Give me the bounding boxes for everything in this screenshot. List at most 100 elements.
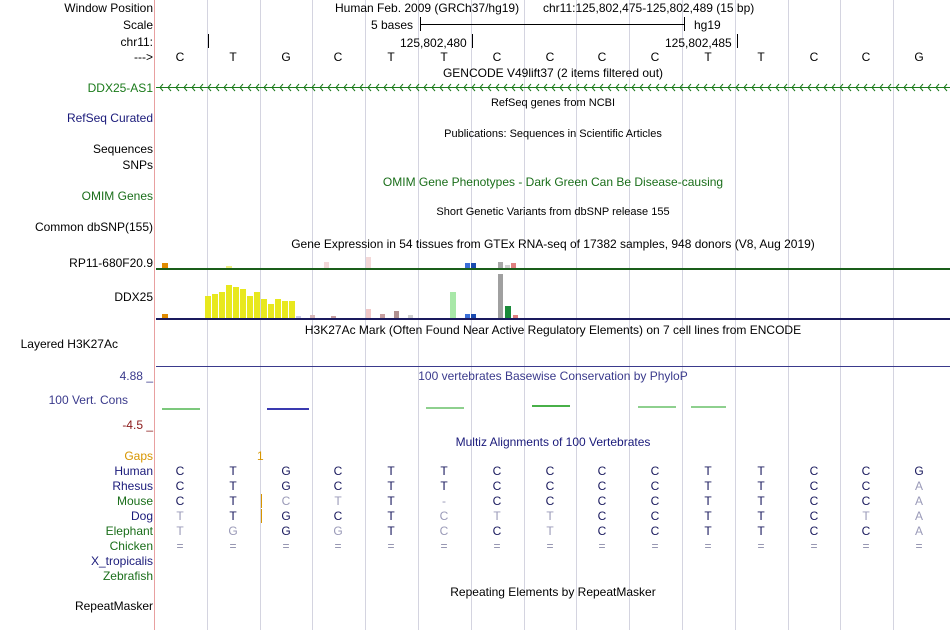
reference-base: C	[333, 50, 343, 64]
gtex-tissue-bar[interactable]	[282, 301, 288, 318]
species-label[interactable]: Rhesus	[112, 479, 153, 493]
track-label-dbsnp[interactable]: Common dbSNP(155)	[34, 220, 153, 234]
gtex-tissue-bar[interactable]	[233, 287, 239, 318]
base-guide-line	[893, 0, 894, 630]
gtex-tissue-bar[interactable]	[505, 306, 511, 318]
gtex-tissue-bar[interactable]	[226, 266, 232, 268]
aligned-base: A	[914, 494, 923, 508]
gtex-tissue-bar[interactable]	[296, 316, 301, 318]
gtex-tissue-bar[interactable]	[471, 263, 476, 268]
species-label[interactable]: Chicken	[109, 539, 153, 553]
aligned-base: C	[175, 494, 185, 508]
aligned-base: =	[282, 539, 290, 553]
dbsnp-track-title[interactable]: Short Genetic Variants from dbSNP releas…	[436, 206, 670, 218]
gtex-tissue-bar[interactable]	[226, 285, 232, 318]
gtex-tissue-bar[interactable]	[450, 292, 456, 318]
gtex-tissue-bar[interactable]	[247, 296, 253, 318]
gtex-tissue-bar[interactable]	[471, 314, 476, 318]
gtex-tissue-bar[interactable]	[268, 304, 274, 318]
aligned-base: C	[597, 509, 607, 523]
gtex-tissue-bar[interactable]	[511, 263, 516, 268]
aligned-base: T	[757, 464, 765, 478]
gtex-tissue-bar[interactable]	[205, 296, 211, 318]
gtex-tissue-bar[interactable]	[505, 265, 510, 268]
aligned-base: =	[704, 539, 712, 553]
gtex-tissue-bar[interactable]	[394, 311, 399, 318]
publications-track-title[interactable]: Publications: Sequences in Scientific Ar…	[444, 128, 662, 140]
gtex-tissue-bar[interactable]	[261, 299, 267, 318]
refseq-track-title[interactable]: RefSeq genes from NCBI	[490, 97, 616, 109]
gtex-tissue-bar[interactable]	[465, 263, 470, 268]
gtex-tissue-bar[interactable]	[240, 289, 246, 318]
species-label[interactable]: Dog	[130, 509, 153, 523]
gtex-tissue-bar[interactable]	[380, 314, 385, 318]
position-text: chr11:125,802,475-125,802,489 (15 bp)	[543, 1, 755, 15]
assembly-text: Human Feb. 2009 (GRCh37/hg19)	[335, 1, 520, 15]
multiz-track-title[interactable]: Multiz Alignments of 100 Vertebrates	[455, 435, 651, 449]
scale-text: 5 bases	[371, 18, 414, 32]
track-label-omim[interactable]: OMIM Genes	[81, 189, 153, 203]
gtex-tissue-bar[interactable]	[366, 257, 371, 268]
aligned-base: T	[440, 464, 448, 478]
species-label[interactable]: Mouse	[116, 494, 153, 508]
gtex-tissue-bar[interactable]	[498, 274, 503, 318]
aligned-base: G	[281, 464, 291, 478]
species-label[interactable]: X_tropicalis	[90, 554, 153, 568]
aligned-base: C	[439, 524, 449, 538]
base-guide-line	[576, 0, 577, 630]
aligned-base: =	[387, 539, 395, 553]
scale-label: Scale	[122, 18, 153, 32]
gtex-tissue-bar[interactable]	[465, 314, 470, 318]
species-label[interactable]: Human	[114, 464, 153, 478]
conservation-track-title[interactable]: 100 vertebrates Basewise Conservation by…	[418, 369, 688, 383]
track-label-repeatmasker[interactable]: RepeatMasker	[74, 599, 153, 613]
gtex-tissue-bar[interactable]	[310, 315, 315, 318]
gtex-tissue-bar[interactable]	[162, 314, 168, 318]
gene-label-ddx25-as1[interactable]: DDX25-AS1	[87, 81, 153, 95]
reverse-strand-arrows-icon	[159, 83, 948, 92]
base-guide-line	[682, 0, 683, 630]
gtex-tissue-bar[interactable]	[219, 292, 225, 318]
aligned-base: =	[862, 539, 870, 553]
species-label[interactable]: Zebrafish	[102, 569, 153, 583]
h3k27ac-track-title[interactable]: H3K27Ac Mark (Often Found Near Active Re…	[304, 323, 802, 337]
reference-base: C	[650, 50, 660, 64]
gtex-tissue-bar[interactable]	[254, 292, 260, 318]
repeatmasker-track-title[interactable]: Repeating Elements by RepeatMasker	[450, 585, 656, 599]
gtex-tissue-bar[interactable]	[289, 301, 295, 318]
gtex-tissue-bar[interactable]	[366, 309, 371, 318]
ddx25-as1-transcript[interactable]	[156, 81, 950, 95]
species-label[interactable]: Elephant	[105, 524, 153, 538]
track-label-h3k27ac[interactable]: Layered H3K27Ac	[20, 337, 118, 351]
aligned-base: T	[757, 479, 765, 493]
gtex-tissue-bar[interactable]	[498, 262, 503, 268]
aligned-base: C	[861, 494, 871, 508]
omim-track-title[interactable]: OMIM Gene Phenotypes - Dark Green Can Be…	[382, 175, 724, 189]
gtex-tissue-bar[interactable]	[212, 294, 218, 318]
track-label-conservation[interactable]: 100 Vert. Cons	[48, 393, 128, 407]
aligned-base: -	[442, 494, 446, 508]
aligned-base: T	[757, 494, 765, 508]
gtex-bars-ddx25[interactable]	[156, 270, 536, 318]
gencode-track-title[interactable]: GENCODE V49lift37 (2 items filtered out)	[442, 66, 664, 80]
gtex-tissue-bar[interactable]	[324, 262, 329, 268]
gtex-tissue-bar[interactable]	[408, 315, 413, 318]
gtex-tissue-bar[interactable]	[162, 263, 168, 268]
gtex-tissue-bar[interactable]	[275, 299, 281, 318]
gtex-track-title[interactable]: Gene Expression in 54 tissues from GTEx …	[291, 237, 815, 251]
gtex-gene-label-rp11[interactable]: RP11-680F20.9	[69, 256, 153, 270]
aligned-base: T	[704, 524, 712, 538]
reference-base: C	[809, 50, 819, 64]
gtex-tissue-bar[interactable]	[331, 316, 336, 318]
aligned-base: T	[757, 524, 765, 538]
gtex-gene-label-ddx25[interactable]: DDX25	[114, 290, 153, 304]
gtex-bars-rp11-680f20-9[interactable]	[156, 253, 536, 268]
gtex-tissue-bar[interactable]	[513, 315, 518, 318]
conservation-signal[interactable]	[156, 395, 950, 435]
track-label-refseq[interactable]: RefSeq Curated	[66, 111, 153, 125]
aligned-base: T	[757, 509, 765, 523]
track-label-snps[interactable]: SNPs	[122, 158, 153, 172]
h3k27ac-baseline	[156, 366, 950, 367]
track-label-sequences[interactable]: Sequences	[92, 142, 153, 156]
reference-base: C	[175, 50, 185, 64]
